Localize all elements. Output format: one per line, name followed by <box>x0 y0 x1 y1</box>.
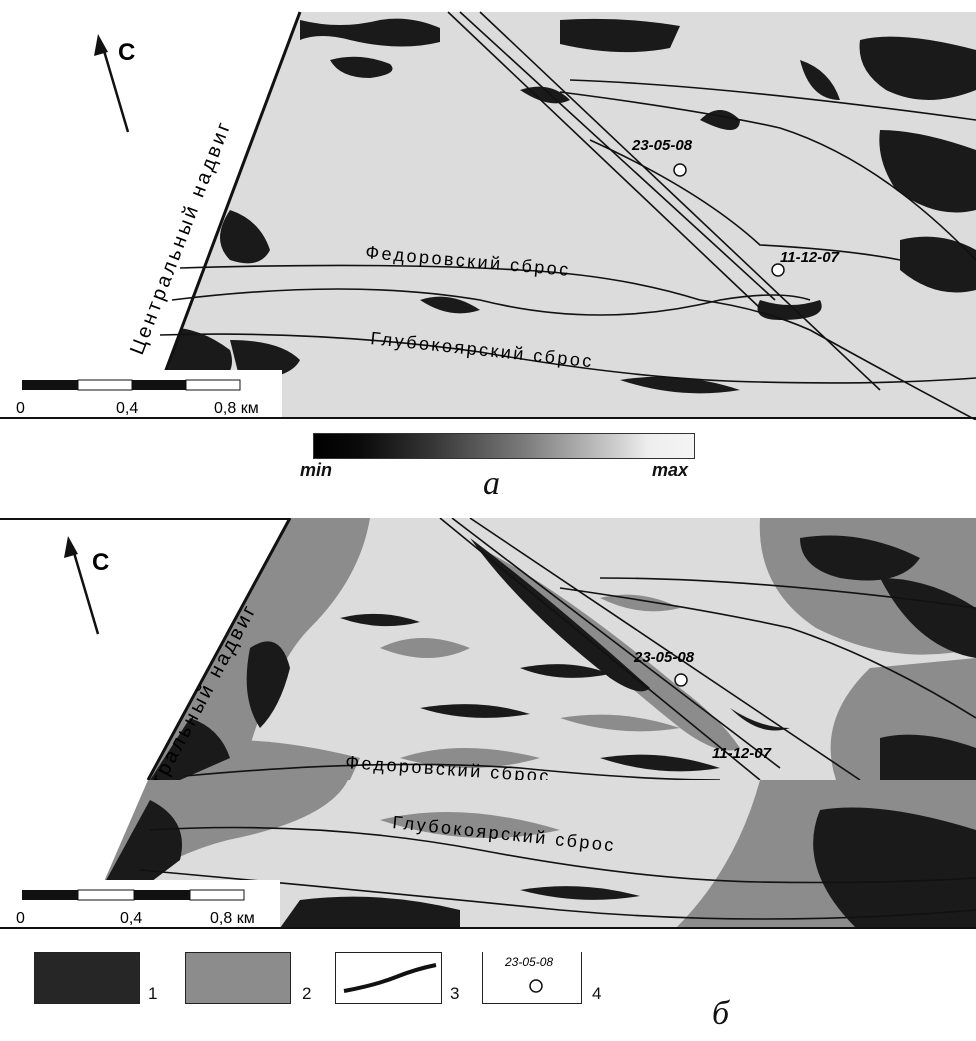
point-label-23-05-08-b: 23-05-08 <box>633 649 695 666</box>
scale-label-08-b: 0,8 км <box>210 910 255 927</box>
gradient-min-label: min <box>300 460 333 480</box>
north-label-a: С <box>118 39 135 66</box>
point-label-11-12-07: 11-12-07 <box>780 249 840 266</box>
intensity-gradient-bar <box>313 433 695 459</box>
map-b-canvas: 23-05-08 11-12-07 Федоровский сброс Цент… <box>0 518 976 780</box>
north-arrow-b <box>64 536 100 635</box>
panel-letter-a: а <box>483 465 500 502</box>
north-label-b: С <box>92 549 109 576</box>
legend-number-2: 2 <box>302 984 312 1003</box>
legend-number-3: 3 <box>450 984 460 1003</box>
scale-bar-b <box>22 889 245 901</box>
scale-label-0-b: 0 <box>16 910 25 927</box>
map-a-canvas: 23-05-08 11-12-07 Федоровский сброс Глуб… <box>0 11 976 420</box>
point-11-12-07 <box>771 263 785 277</box>
gradient-max-label: max <box>652 460 689 480</box>
point-label-23-05-08: 23-05-08 <box>631 137 693 154</box>
fault-lines-a <box>159 11 976 420</box>
thrust-line <box>146 11 302 419</box>
scale-label-0-a: 0 <box>16 400 25 417</box>
legend-number-1: 1 <box>148 984 158 1003</box>
legend-swatch-point: 23-05-08 <box>482 952 582 1004</box>
fault-lines-b <box>184 518 976 780</box>
scale-box-a <box>10 370 282 418</box>
thrust-line-b <box>146 518 292 780</box>
scale-label-04-b: 0,4 <box>120 910 142 927</box>
scale-box-b <box>10 880 280 928</box>
panel-letter-b: б <box>712 995 730 1032</box>
point-label-11-12-07-b: 11-12-07 <box>712 745 772 762</box>
legend-sample-label: 23-05-08 <box>504 955 553 969</box>
legend-swatch-gray <box>185 952 291 1004</box>
north-arrow-a <box>94 34 130 133</box>
legend-number-4: 4 <box>592 984 602 1003</box>
scale-label-04-a: 0,4 <box>116 400 138 417</box>
map-area-b <box>148 518 976 780</box>
legend-swatch-dark <box>34 952 140 1004</box>
map-b-lower: Глубокоярский сброс 0 0,4 0,8 км <box>0 780 976 929</box>
map-panel-b: 23-05-08 11-12-07 Федоровский сброс Цент… <box>0 518 976 780</box>
point-23-05-08 <box>673 163 687 177</box>
legend-swatch-fault <box>335 952 442 1004</box>
map-panel-a: 23-05-08 11-12-07 Федоровский сброс Глуб… <box>0 0 976 420</box>
point-23-05-08-b <box>674 673 688 687</box>
scale-label-08-a: 0,8 км <box>214 400 259 417</box>
scale-bar-a <box>22 379 241 391</box>
